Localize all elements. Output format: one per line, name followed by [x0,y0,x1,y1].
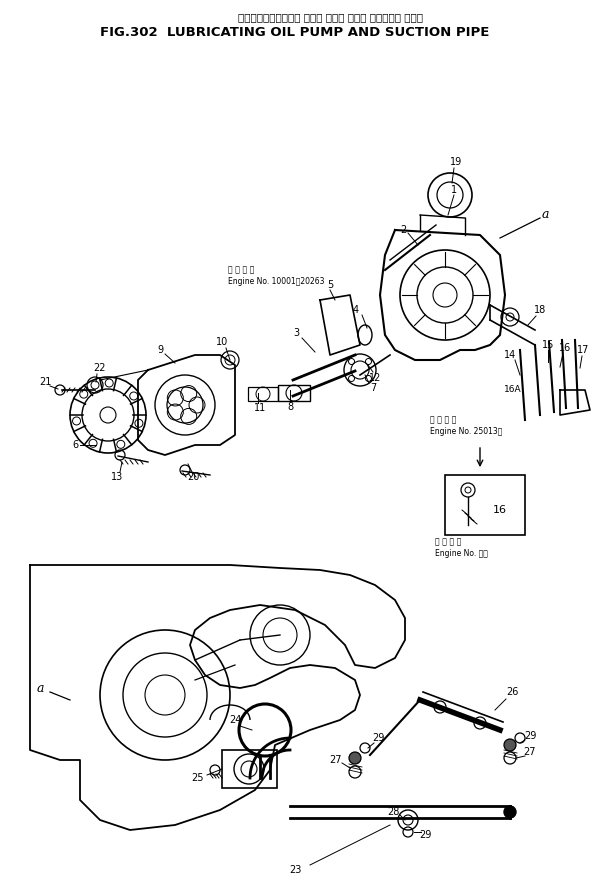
Text: 22: 22 [93,363,105,373]
Text: a: a [36,682,44,694]
Text: 10: 10 [216,337,228,347]
Text: 19: 19 [450,157,462,167]
Text: 3: 3 [293,328,299,338]
Text: 8: 8 [287,402,293,412]
Text: 4: 4 [353,305,359,315]
Text: 12: 12 [369,373,381,383]
Text: 適 用 号 機: 適 用 号 機 [228,265,254,274]
Text: 14: 14 [504,350,516,360]
Bar [222,750,277,788]
Text: 24: 24 [229,715,241,725]
Text: FIG.302  LUBRICATING OIL PUMP AND SUCTION PIPE: FIG.302 LUBRICATING OIL PUMP AND SUCTION… [100,26,490,39]
Text: 23: 23 [289,865,301,875]
Text: 16: 16 [493,505,507,515]
Text: Engine No. 25013～: Engine No. 25013～ [430,426,502,435]
Text: 20: 20 [187,472,199,482]
Text: 5: 5 [327,280,333,290]
Text: 21: 21 [39,377,51,387]
Text: 1: 1 [451,185,457,195]
Text: 16: 16 [559,343,571,353]
Text: 13: 13 [111,472,123,482]
Text: 6: 6 [72,440,78,450]
Text: 16A: 16A [504,385,522,394]
Text: Engine No. ：～: Engine No. ：～ [435,548,488,557]
Text: 29: 29 [419,830,431,840]
Text: 適 用 号 機: 適 用 号 機 [435,538,462,547]
Text: 27: 27 [524,747,536,757]
Bar [445,475,525,535]
Bar [278,385,310,401]
Text: 11: 11 [254,403,266,413]
Text: 適 用 号 機: 適 用 号 機 [430,416,456,425]
Text: a: a [541,209,549,221]
Text: 7: 7 [370,383,376,393]
Text: 9: 9 [157,345,163,355]
Text: 29: 29 [372,733,384,743]
Text: 25: 25 [191,773,203,783]
Circle shape [349,752,361,764]
Text: 27: 27 [330,755,342,765]
Circle shape [504,806,516,818]
Text: 29: 29 [524,731,536,741]
Text: 28: 28 [387,807,399,817]
Text: ルーブリケーティング オイル ポンプ および サクション パイプ: ルーブリケーティング オイル ポンプ および サクション パイプ [238,12,423,22]
Circle shape [504,739,516,751]
Text: Engine No. 10001～20263: Engine No. 10001～20263 [228,277,324,286]
Text: 2: 2 [400,225,406,235]
Text: 15: 15 [542,340,554,350]
Text: 26: 26 [506,687,518,697]
Bar [248,387,278,401]
Text: 18: 18 [534,305,546,315]
Text: 17: 17 [577,345,589,355]
